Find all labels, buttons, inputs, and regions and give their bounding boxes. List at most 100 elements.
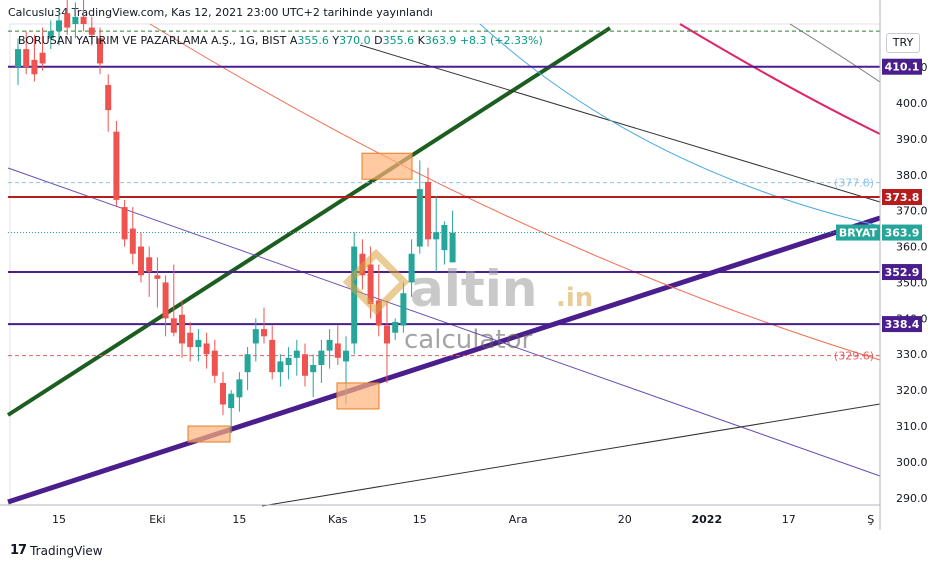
candle-body[interactable]	[375, 300, 382, 326]
candle-body[interactable]	[425, 181, 431, 240]
watermark-suffix: .in	[556, 283, 593, 313]
legend-close-label: K	[417, 34, 425, 47]
candle-body[interactable]	[293, 350, 300, 358]
gray-arc-line	[789, 23, 881, 83]
candle-body[interactable]	[47, 31, 54, 39]
candle-body[interactable]	[343, 350, 349, 362]
candle-body[interactable]	[244, 354, 251, 373]
candle-body[interactable]	[408, 253, 415, 283]
candle-body[interactable]	[400, 293, 407, 326]
level-badge-410.1	[882, 58, 922, 75]
candle-body[interactable]	[228, 393, 235, 409]
highlight-box[interactable]	[187, 425, 231, 443]
candle-body[interactable]	[113, 131, 120, 200]
y-tick-label: 400.0	[896, 97, 928, 110]
candle-body[interactable]	[326, 339, 333, 351]
legend-low-label: D	[374, 34, 383, 47]
level-badge-338.4	[882, 316, 922, 333]
candle-body[interactable]	[433, 232, 440, 240]
candle-body[interactable]	[15, 49, 21, 68]
candle-body[interactable]	[195, 339, 202, 348]
candle-body[interactable]	[39, 52, 46, 64]
candle-body[interactable]	[416, 189, 423, 247]
legend-low: 355.6	[382, 34, 415, 47]
candle-body[interactable]	[129, 228, 136, 254]
candle-body[interactable]	[252, 329, 259, 344]
legend-open: 355.6	[297, 34, 329, 47]
highlight-box[interactable]	[336, 382, 380, 410]
candle-body[interactable]	[162, 282, 169, 319]
candle-body[interactable]	[211, 350, 218, 376]
footer: 17 TradingView	[10, 543, 103, 558]
magenta-arc-line	[679, 23, 881, 135]
x-tick-label: 17	[782, 513, 796, 526]
legend-change: +8.3 (+2.33%)	[459, 34, 543, 47]
candle-body[interactable]	[392, 321, 399, 333]
x-tick-label: 20	[618, 513, 632, 526]
purple-thin-line	[7, 167, 881, 477]
candle-body[interactable]	[310, 365, 317, 373]
green-channel-line	[6, 26, 612, 417]
black-thin-line-upper	[359, 44, 881, 203]
candle-body[interactable]	[170, 318, 177, 333]
candle-body[interactable]	[261, 329, 267, 337]
candle-body[interactable]	[449, 232, 456, 263]
candle-body[interactable]	[351, 246, 358, 344]
legend-high-label: Y	[332, 34, 340, 47]
candle-body[interactable]	[277, 361, 284, 373]
candle-body[interactable]	[441, 225, 448, 251]
candle-body[interactable]	[187, 332, 194, 348]
level-label-377.8: (377.8)	[834, 177, 874, 190]
level-label-410.1: 410.1	[885, 61, 920, 74]
watermark-sub: calculator	[404, 325, 532, 355]
candle-body[interactable]	[302, 354, 308, 376]
symbol-badge	[836, 224, 880, 241]
legend-close: 363.9	[424, 34, 457, 47]
y-tick-label: 320.0	[896, 384, 928, 397]
x-tick-label: Ara	[509, 513, 528, 526]
candle-body[interactable]	[220, 382, 226, 405]
y-tick-label: 300.0	[896, 456, 928, 469]
candle-body[interactable]	[146, 257, 153, 272]
level-badge-373.8	[882, 189, 922, 206]
candle-body[interactable]	[64, 13, 71, 28]
y-tick-label: 380.0	[896, 169, 928, 182]
candle-body[interactable]	[334, 343, 341, 358]
level-label-329.6: (329.6)	[834, 350, 874, 363]
candle-body[interactable]	[97, 38, 103, 64]
candle-body[interactable]	[121, 207, 128, 240]
level-label-352.9: 352.9	[885, 266, 920, 279]
symbol-legend: BORUSAN YATIRIM VE PAZARLAMA A.Ş., 1G, B…	[18, 34, 543, 47]
y-tick-label: 310.0	[896, 420, 928, 433]
candle-body[interactable]	[56, 20, 62, 32]
tradingview-logo-icon: 17	[10, 543, 27, 558]
candle-body[interactable]	[80, 16, 87, 24]
candle-body[interactable]	[105, 85, 112, 111]
symbol-badge-label: BRYAT	[839, 227, 878, 240]
candle-body[interactable]	[72, 16, 79, 24]
currency-button[interactable]: TRY	[886, 33, 920, 53]
candle-body[interactable]	[88, 27, 95, 35]
footer-brand: TradingView	[30, 543, 103, 558]
y-tick-label: 330.0	[896, 348, 928, 361]
candle-body[interactable]	[154, 275, 161, 279]
red-arc-line	[149, 23, 881, 361]
highlight-box[interactable]	[361, 152, 413, 180]
x-tick-label: Kas	[328, 513, 348, 526]
candle-body[interactable]	[367, 264, 374, 304]
candle-body[interactable]	[138, 246, 144, 276]
candle-body[interactable]	[384, 325, 390, 344]
x-tick-label: 2022	[691, 513, 722, 526]
last-price-label: 363.9	[885, 227, 920, 240]
candle-body[interactable]	[203, 343, 210, 355]
candle-body[interactable]	[179, 314, 185, 344]
y-tick-label: 360.0	[896, 241, 928, 254]
candle-body[interactable]	[318, 350, 325, 366]
candle-body[interactable]	[285, 357, 292, 366]
candle-body[interactable]	[269, 339, 276, 373]
candle-body[interactable]	[23, 49, 30, 68]
level-label-338.4: 338.4	[885, 318, 920, 331]
candle-body[interactable]	[236, 379, 243, 398]
candle-body[interactable]	[31, 59, 38, 75]
